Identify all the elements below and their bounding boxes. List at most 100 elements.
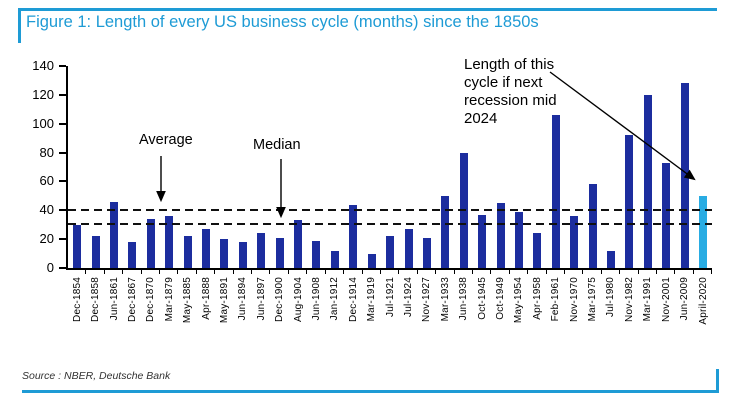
x-tick <box>215 270 234 274</box>
x-label: Nov-1970 <box>565 277 583 363</box>
x-label-text: Nov-2001 <box>660 277 672 322</box>
x-label: Apr-1958 <box>528 277 546 363</box>
x-label: Mar-1975 <box>583 277 601 363</box>
x-label: Nov-2001 <box>657 277 675 363</box>
x-label-text: Dec-1854 <box>71 277 83 322</box>
x-tick <box>160 270 179 274</box>
bar-cell <box>381 66 399 268</box>
x-tick <box>436 270 455 274</box>
bar-cell <box>289 66 307 268</box>
x-tick <box>491 270 510 274</box>
x-tick <box>694 270 713 274</box>
bar <box>606 250 615 268</box>
y-tick <box>59 65 66 67</box>
x-label-text: Jun-2009 <box>679 277 691 321</box>
bar <box>312 240 321 268</box>
x-label-text: Dec-1858 <box>90 277 102 322</box>
x-label-text: Jun-1897 <box>255 277 267 321</box>
x-label-text: Mar-1975 <box>587 277 599 322</box>
x-tick <box>583 270 602 274</box>
figure-title: Figure 1: Length of every US business cy… <box>26 13 539 31</box>
bar-cell <box>565 66 583 268</box>
x-tick <box>363 270 381 274</box>
bar-cell <box>252 66 270 268</box>
y-tick <box>59 122 66 125</box>
x-label: Apr-1888 <box>197 277 215 363</box>
bar <box>183 236 192 268</box>
x-label-text: Apr-1888 <box>200 277 212 320</box>
bar <box>625 135 634 268</box>
bar <box>294 220 303 268</box>
bar <box>643 94 652 268</box>
x-label: Jun-1908 <box>307 277 325 363</box>
x-label: Jun-1938 <box>455 277 473 363</box>
x-tick <box>270 270 289 274</box>
x-tick <box>602 270 621 274</box>
bar <box>514 211 523 268</box>
bar-cell <box>657 66 675 268</box>
x-label: Mar-1919 <box>363 277 381 363</box>
bar <box>202 229 211 268</box>
bar-cell <box>234 66 252 268</box>
bar-cell <box>197 66 215 268</box>
bar-cell <box>160 66 178 268</box>
x-label-text: May-1885 <box>182 277 194 324</box>
x-label: May-1954 <box>510 277 528 363</box>
x-label-text: Jun-1861 <box>108 277 120 321</box>
top-rule <box>18 8 717 11</box>
bar <box>588 184 597 268</box>
y-tick <box>59 267 66 269</box>
x-label-text: Nov-1970 <box>568 277 580 322</box>
bar-cell <box>547 66 565 268</box>
x-label: Dec-1914 <box>344 277 362 363</box>
y-tick-label: 100 <box>32 115 54 131</box>
bar-cell <box>583 66 601 268</box>
y-tick <box>59 151 66 154</box>
bar-cell <box>142 66 160 268</box>
x-label-text: Jul-1921 <box>384 277 396 317</box>
bar-series <box>68 66 712 268</box>
median-label: Median <box>253 137 301 153</box>
x-label: Dec-1900 <box>270 277 288 363</box>
bar-cell <box>602 66 620 268</box>
bottom-right-bracket <box>716 369 719 393</box>
y-tick <box>59 238 66 241</box>
x-label: Jun-1861 <box>105 277 123 363</box>
x-label: Nov-1982 <box>620 277 638 363</box>
x-label-text: Apr-1958 <box>531 277 543 320</box>
x-label-text: Jul-1980 <box>605 277 617 317</box>
bar-cell <box>86 66 104 268</box>
x-label: Jun-1897 <box>252 277 270 363</box>
bar <box>478 214 487 268</box>
x-label: Dec-1867 <box>123 277 141 363</box>
bar <box>349 204 358 268</box>
x-label: May-1891 <box>215 277 233 363</box>
x-label: Jul-1924 <box>399 277 417 363</box>
bar-cell <box>418 66 436 268</box>
x-label: Jun-2009 <box>675 277 693 363</box>
x-label-text: April-2020 <box>697 277 709 325</box>
y-tick-label: 0 <box>46 260 54 275</box>
x-label: Dec-1858 <box>86 277 104 363</box>
y-tick-label: 120 <box>32 86 54 102</box>
bar <box>128 242 137 268</box>
x-label-text: Oct-1945 <box>476 277 488 320</box>
x-label-text: Oct-1949 <box>495 277 507 320</box>
bar <box>238 242 247 268</box>
source-text: Source : NBER, Deutsche Bank <box>22 370 171 382</box>
x-tick <box>178 270 197 274</box>
bar <box>146 218 155 268</box>
bottom-rule <box>22 390 719 393</box>
y-tick <box>59 209 66 212</box>
bar <box>551 115 560 268</box>
bar <box>165 216 174 268</box>
average-label: Average <box>139 132 193 148</box>
bar-cell <box>326 66 344 268</box>
x-tick <box>123 270 142 274</box>
bar-cell <box>436 66 454 268</box>
bar-cell <box>491 66 509 268</box>
x-label-text: Dec-1914 <box>347 277 359 322</box>
bar <box>441 195 450 268</box>
bar-cell <box>473 66 491 268</box>
x-label-text: Aug-1904 <box>292 277 304 322</box>
